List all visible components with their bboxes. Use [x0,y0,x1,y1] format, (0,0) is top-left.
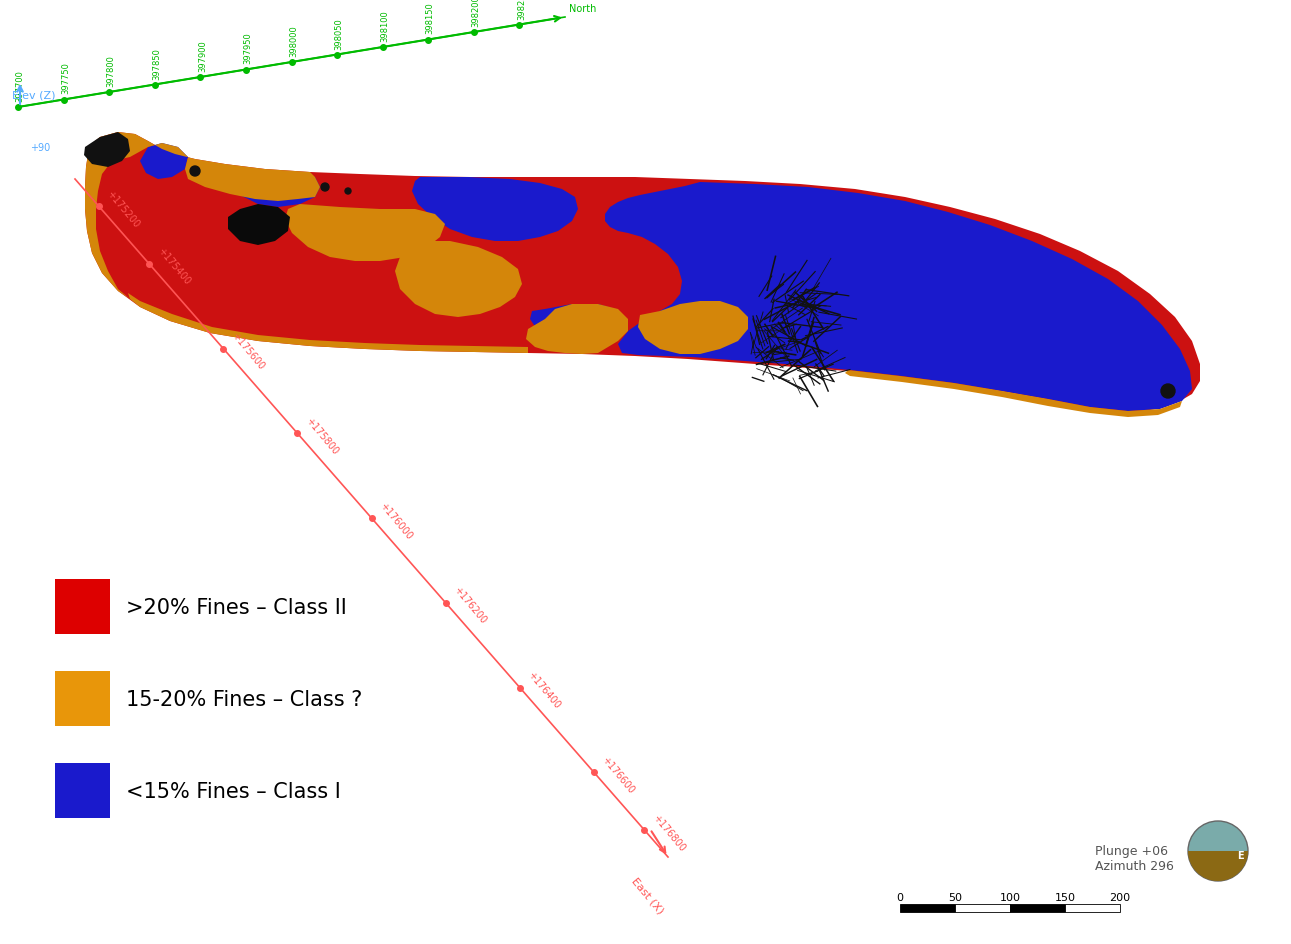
Text: East (X): East (X) [630,875,666,915]
Text: +176000: +176000 [377,500,414,541]
Polygon shape [1188,851,1248,881]
Polygon shape [525,305,627,355]
Bar [1065,904,1121,912]
Text: 100: 100 [999,892,1020,902]
Text: 15-20% Fines – Class ?: 15-20% Fines – Class ? [127,689,363,709]
Circle shape [1161,384,1175,398]
Text: Plunge +06
Azimuth 296: Plunge +06 Azimuth 296 [1095,844,1174,872]
Text: 397750: 397750 [61,62,70,94]
Polygon shape [230,172,320,208]
Bar [955,904,1010,912]
Text: +176800: +176800 [651,812,687,852]
Text: +175200: +175200 [105,189,142,229]
Text: +176400: +176400 [525,669,563,710]
Circle shape [190,167,200,177]
Polygon shape [605,183,1192,412]
Circle shape [345,189,351,194]
Polygon shape [84,133,130,168]
Text: 398250: 398250 [516,0,525,20]
Bar [56,763,110,818]
Bar [900,904,955,912]
Bar [1010,904,1065,912]
Polygon shape [229,205,290,245]
Bar [56,671,110,726]
Text: +176600: +176600 [600,754,636,795]
Text: 398200: 398200 [471,0,480,27]
Polygon shape [638,302,747,355]
Polygon shape [85,133,320,299]
Text: 397800: 397800 [107,55,116,87]
Text: 398000: 398000 [289,25,298,57]
Polygon shape [128,294,528,354]
Text: 200: 200 [1109,892,1131,902]
Text: Elev (Z): Elev (Z) [12,90,56,100]
Polygon shape [846,371,1183,417]
Polygon shape [139,143,188,179]
Text: +90: +90 [30,143,50,153]
Text: +175600: +175600 [230,330,266,372]
Text: +176200: +176200 [452,584,488,626]
Polygon shape [285,205,445,261]
Text: 397900: 397900 [198,41,207,72]
Polygon shape [412,177,578,242]
Text: 0: 0 [896,892,904,902]
Bar [56,580,110,634]
Text: 150: 150 [1055,892,1075,902]
Polygon shape [395,242,522,318]
Polygon shape [85,133,1201,412]
Polygon shape [531,305,618,342]
Text: 397850: 397850 [152,47,161,79]
Text: 397700: 397700 [15,70,25,102]
Text: >20% Fines – Class II: >20% Fines – Class II [127,597,347,616]
Text: 50: 50 [948,892,962,902]
Text: 398050: 398050 [334,18,343,49]
Circle shape [1188,821,1248,881]
Text: North: North [569,4,596,14]
Text: 397950: 397950 [244,33,253,64]
Text: <15% Fines – Class I: <15% Fines – Class I [127,781,341,801]
Text: +175800: +175800 [303,415,340,456]
Text: +175400: +175400 [155,246,191,287]
Text: 398100: 398100 [380,10,389,42]
Text: 398150: 398150 [426,3,435,35]
Text: E: E [1237,851,1243,860]
Circle shape [321,184,329,192]
